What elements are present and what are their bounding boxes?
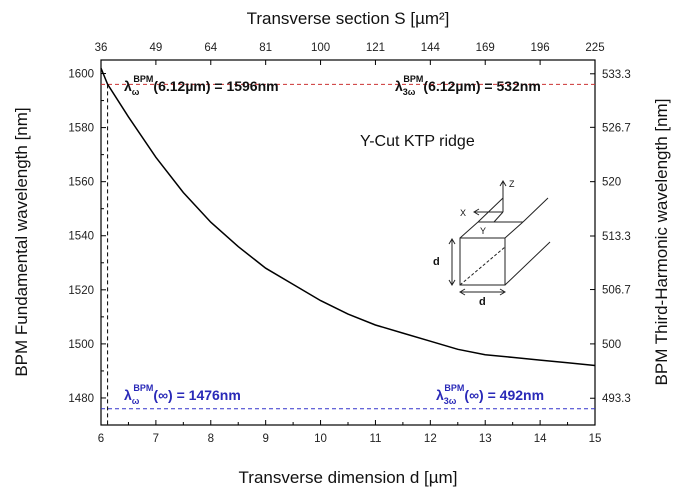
- top-axis-title: Transverse section S [µm²]: [247, 9, 450, 28]
- annotation-top-right: λ3ω BPM(6.12µm) = 532nm: [395, 74, 541, 97]
- inset-d-width-label: d: [479, 296, 486, 308]
- annotation-bottom-right-sup: BPM: [444, 383, 464, 393]
- x-tick-label-6: 12: [424, 433, 437, 445]
- ridge-top-back-edge: [459, 221, 479, 239]
- ridge-extend-top: [522, 197, 549, 223]
- right-tick-label-0: 493.3: [602, 393, 631, 405]
- y-tick-label-3: 1540: [68, 231, 94, 243]
- annotation-bottom-left-sup: BPM: [133, 383, 153, 393]
- inset-y-label: Y: [480, 226, 486, 236]
- x-tick-label-2: 8: [208, 433, 214, 445]
- top-tick-label-0: 36: [95, 42, 108, 54]
- inset-x-label: X: [460, 208, 466, 218]
- x-tick-label-1: 7: [153, 433, 159, 445]
- ticks-layer: 6 7 8 9 10 11 12 13 14 15 36 49 64 81 100 121 144 169 196 2…: [68, 42, 630, 445]
- d-height-arrowhead-bottom: [448, 279, 456, 286]
- top-tick-label-4: 100: [311, 42, 330, 54]
- y-tick-label-0: 1480: [68, 393, 94, 405]
- top-tick-label-1: 49: [149, 42, 162, 54]
- ridge-extend-side: [504, 241, 551, 286]
- y-tick-label-5: 1580: [68, 123, 94, 135]
- x-tick-label-7: 13: [479, 433, 492, 445]
- right-tick-label-1: 500: [602, 339, 621, 351]
- right-tick-label-4: 520: [602, 177, 621, 189]
- top-tick-label-2: 64: [204, 42, 217, 54]
- x-tick-label-9: 15: [589, 433, 602, 445]
- x-tick-label-0: 6: [98, 433, 104, 445]
- x-axis-title: Transverse dimension d [µm]: [239, 468, 458, 487]
- annotation-top-left: λω BPM(6.12µm) = 1596nm: [124, 74, 279, 97]
- y-axis-title: BPM Fundamental wavelength [nm]: [12, 107, 31, 376]
- x-axis-arrowhead: [473, 208, 480, 216]
- right-tick-label-2: 506.7: [602, 285, 631, 297]
- z-axis-arrowhead: [499, 180, 507, 187]
- ridge-extend-top-left: [477, 197, 504, 223]
- ridge-front-face: [459, 237, 506, 286]
- right-axis-title: BPM Third-Harmonic wavelength [nm]: [652, 99, 671, 386]
- annotation-bottom-right-symbol: λ: [436, 387, 444, 403]
- inset-title: Y-Cut KTP ridge: [360, 133, 475, 150]
- d-width-arrowhead-right: [499, 288, 506, 296]
- annotation-bottom-left-text: (∞) = 1476nm: [153, 387, 240, 403]
- right-tick-label-6: 533.3: [602, 69, 631, 81]
- series-line-0: [100, 67, 596, 367]
- top-tick-label-5: 121: [366, 42, 385, 54]
- inset-d-height-label: d: [433, 256, 440, 268]
- y-axis-arrow: [493, 211, 504, 223]
- annotation-top-right-sub: 3ω: [403, 87, 416, 97]
- d-height-arrowhead-top: [448, 238, 456, 245]
- x-tick-label-4: 10: [314, 433, 327, 445]
- annotation-top-left-sup: BPM: [133, 74, 153, 84]
- annotation-top-right-sup: BPM: [403, 74, 423, 84]
- x-tick-label-3: 9: [262, 433, 268, 445]
- x-tick-label-8: 14: [534, 433, 547, 445]
- y-tick-label-2: 1520: [68, 285, 94, 297]
- annotation-top-left-text: (6.12µm) = 1596nm: [153, 78, 278, 94]
- annotation-top-left-symbol: λ: [124, 78, 132, 94]
- y-tick-label-1: 1500: [68, 339, 94, 351]
- annotation-bottom-left-symbol: λ: [124, 387, 132, 403]
- annotation-bottom-left: λω BPM(∞) = 1476nm: [124, 383, 241, 406]
- ridge-diagram: [448, 180, 551, 296]
- annotation-bottom-right: λ3ω BPM(∞) = 492nm: [436, 383, 544, 406]
- top-tick-label-3: 81: [259, 42, 272, 54]
- top-tick-label-7: 169: [476, 42, 495, 54]
- annotation-bottom-right-sub: 3ω: [444, 396, 457, 406]
- top-tick-label-8: 196: [531, 42, 550, 54]
- x-tick-label-5: 11: [369, 433, 381, 445]
- annotation-bottom-right-text: (∞) = 492nm: [464, 387, 544, 403]
- d-width-arrowhead-left: [459, 288, 466, 296]
- y-tick-label-4: 1560: [68, 177, 94, 189]
- annotation-top-left-sub: ω: [132, 87, 140, 97]
- right-tick-label-5: 526.7: [602, 122, 631, 134]
- top-tick-label-9: 225: [585, 42, 604, 54]
- annotation-top-right-symbol: λ: [395, 78, 403, 94]
- reference-lines: [101, 83, 595, 425]
- top-tick-label-6: 144: [421, 42, 441, 54]
- series-layer: [100, 67, 596, 367]
- inset-z-label: Z: [509, 179, 515, 189]
- annotation-bottom-left-sub: ω: [132, 396, 140, 406]
- annotation-top-right-text: (6.12µm) = 532nm: [423, 78, 540, 94]
- ridge-top-right-edge: [504, 221, 524, 239]
- right-tick-label-3: 513.3: [602, 231, 631, 243]
- y-tick-label-6: 1600: [68, 69, 94, 81]
